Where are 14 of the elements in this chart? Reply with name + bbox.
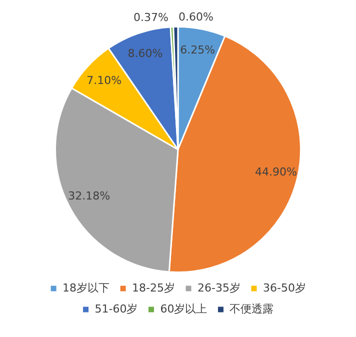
legend-label: 51-60岁: [94, 302, 138, 316]
data-label: 0.60%: [178, 10, 214, 24]
data-label: 7.10%: [86, 74, 122, 88]
data-label: 44.90%: [254, 166, 297, 179]
data-label: 6.25%: [180, 44, 216, 57]
legend-label: 18岁以下: [62, 281, 110, 294]
data-label: 0.37%: [134, 10, 169, 24]
legend-label: 18-25岁: [132, 281, 176, 294]
legend-label: 不便透露: [230, 302, 274, 316]
legend-label: 36-50岁: [262, 281, 306, 294]
data-label: 32.18%: [68, 190, 110, 203]
legend-label: 26-35岁: [198, 281, 240, 294]
legend-label: 60岁以上: [160, 302, 208, 316]
data-label: 8.60%: [128, 47, 163, 60]
